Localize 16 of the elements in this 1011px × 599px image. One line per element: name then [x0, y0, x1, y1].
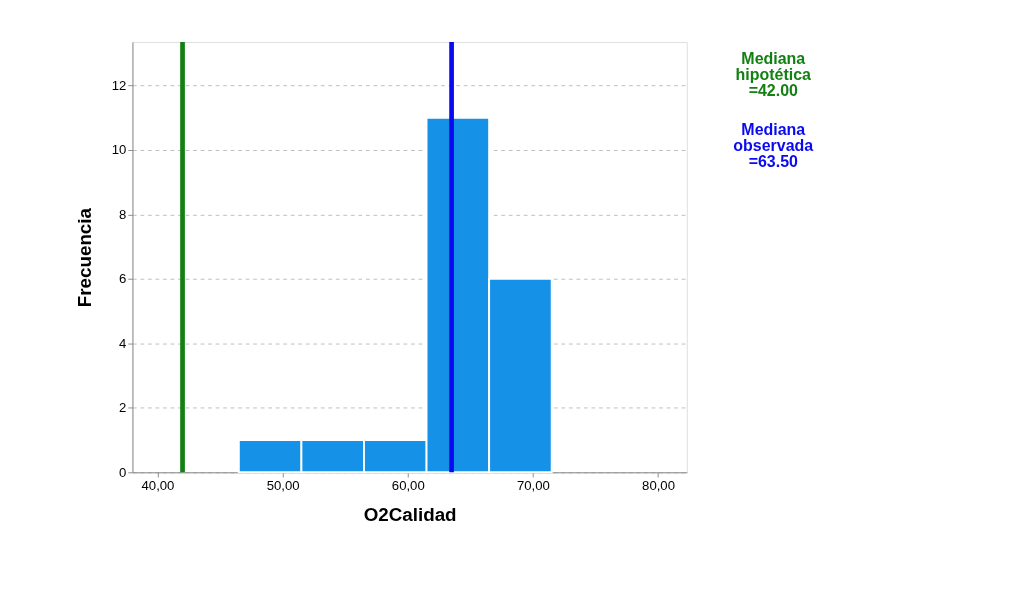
ref-line-label: Mediana hipotética =42.00 [735, 49, 812, 99]
y-tick-label: 8 [119, 206, 127, 222]
ref-line-label: Mediana observada =63.50 [733, 121, 814, 170]
y-tick-label: 4 [119, 335, 127, 351]
x-tick-label: 70,00 [516, 477, 550, 493]
y-tick-label: 12 [111, 77, 127, 93]
x-tick-label: 50,00 [266, 477, 300, 493]
y-axis-title: Frecuencia [74, 207, 96, 308]
x-tick-label: 60,00 [391, 477, 425, 493]
x-tick-label: 40,00 [141, 477, 175, 493]
y-tick-label: 10 [111, 142, 127, 158]
y-tick-label: 2 [119, 400, 127, 416]
y-tick-label: 6 [119, 271, 127, 287]
x-axis-title: O2Calidad [363, 503, 457, 525]
y-tick-label: 0 [119, 464, 127, 480]
x-tick-label: 80,00 [642, 477, 675, 493]
